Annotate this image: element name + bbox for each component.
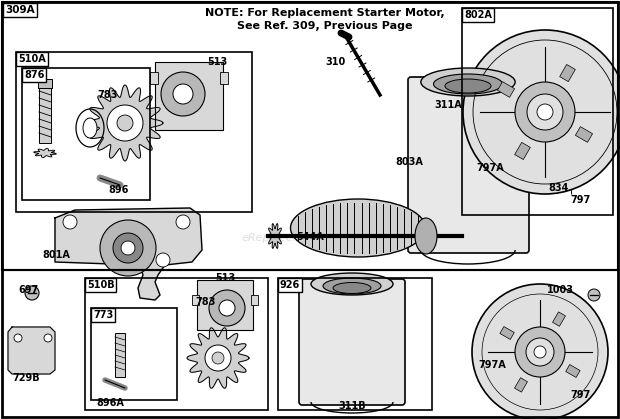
Text: 896: 896 <box>108 185 128 195</box>
Text: 797: 797 <box>570 195 590 205</box>
FancyBboxPatch shape <box>299 279 405 405</box>
Text: NOTE: For Replacement Starter Motor,
See Ref. 309, Previous Page: NOTE: For Replacement Starter Motor, See… <box>205 8 445 31</box>
Circle shape <box>209 290 245 326</box>
Bar <box>38 79 52 88</box>
Ellipse shape <box>291 199 425 257</box>
Text: 876: 876 <box>24 70 45 80</box>
Bar <box>39 87 51 143</box>
Text: 310: 310 <box>325 57 345 67</box>
Text: 834: 834 <box>548 183 569 193</box>
Text: 797A: 797A <box>478 360 506 370</box>
Text: 783: 783 <box>195 297 215 307</box>
Ellipse shape <box>415 218 437 254</box>
Circle shape <box>113 233 143 263</box>
Ellipse shape <box>433 74 502 94</box>
Text: 1003: 1003 <box>547 285 574 295</box>
Circle shape <box>44 334 52 342</box>
Circle shape <box>463 30 620 194</box>
Circle shape <box>176 215 190 229</box>
Ellipse shape <box>83 118 97 138</box>
Circle shape <box>161 72 205 116</box>
Bar <box>515 142 530 160</box>
Circle shape <box>121 241 135 255</box>
Text: 773: 773 <box>93 310 113 320</box>
Text: 510B: 510B <box>87 280 115 290</box>
Text: 311A: 311A <box>434 100 462 110</box>
Bar <box>2 2 618 270</box>
Circle shape <box>527 94 563 130</box>
Text: 797A: 797A <box>476 163 503 173</box>
Ellipse shape <box>445 79 491 93</box>
Text: 926: 926 <box>280 280 300 290</box>
Text: eReplacementParts.com: eReplacementParts.com <box>242 233 378 243</box>
Circle shape <box>205 345 231 371</box>
Circle shape <box>100 220 156 276</box>
Circle shape <box>117 115 133 131</box>
Text: 803A: 803A <box>395 157 423 167</box>
Text: 544A: 544A <box>296 232 324 242</box>
Bar <box>150 72 158 84</box>
Circle shape <box>63 215 77 229</box>
Polygon shape <box>55 208 202 300</box>
Circle shape <box>537 104 553 120</box>
Circle shape <box>526 338 554 366</box>
Ellipse shape <box>421 68 515 96</box>
Text: 513: 513 <box>207 57 228 67</box>
Bar <box>91 308 177 400</box>
Circle shape <box>156 253 170 267</box>
Circle shape <box>219 300 235 316</box>
Bar <box>115 333 125 377</box>
Bar <box>251 295 258 305</box>
Bar <box>560 65 575 82</box>
Ellipse shape <box>311 273 393 295</box>
Text: 729B: 729B <box>12 373 40 383</box>
Text: 697: 697 <box>18 285 38 295</box>
Bar <box>575 127 593 142</box>
Text: 510A: 510A <box>18 54 46 64</box>
Text: 783: 783 <box>98 90 118 100</box>
Circle shape <box>25 286 39 300</box>
Circle shape <box>212 352 224 364</box>
Ellipse shape <box>323 278 381 294</box>
Bar <box>515 378 528 392</box>
Polygon shape <box>33 148 56 158</box>
Bar <box>500 326 514 339</box>
Bar <box>16 52 252 212</box>
Polygon shape <box>87 85 163 161</box>
Bar <box>22 68 150 200</box>
Bar <box>565 365 580 378</box>
Circle shape <box>515 82 575 142</box>
Bar <box>278 278 432 410</box>
Circle shape <box>14 334 22 342</box>
Bar <box>462 8 613 215</box>
Circle shape <box>472 284 608 419</box>
Text: 896A: 896A <box>96 398 124 408</box>
Text: 309A: 309A <box>5 5 35 15</box>
Text: 802A: 802A <box>464 10 492 20</box>
Bar <box>220 72 228 84</box>
Circle shape <box>107 105 143 141</box>
Circle shape <box>515 327 565 377</box>
Ellipse shape <box>333 282 371 293</box>
Circle shape <box>534 346 546 358</box>
Bar <box>192 295 199 305</box>
Polygon shape <box>267 224 283 248</box>
Bar <box>85 278 268 410</box>
Bar <box>552 312 565 326</box>
Text: 797: 797 <box>570 390 590 400</box>
Text: 311B: 311B <box>338 401 366 411</box>
Circle shape <box>173 84 193 104</box>
Polygon shape <box>187 328 249 388</box>
Bar <box>197 280 253 330</box>
Text: 513: 513 <box>215 273 235 283</box>
Circle shape <box>588 289 600 301</box>
Polygon shape <box>8 327 55 374</box>
Text: 801A: 801A <box>42 250 70 260</box>
Bar <box>497 82 515 97</box>
FancyBboxPatch shape <box>408 77 529 253</box>
Bar <box>155 62 223 130</box>
